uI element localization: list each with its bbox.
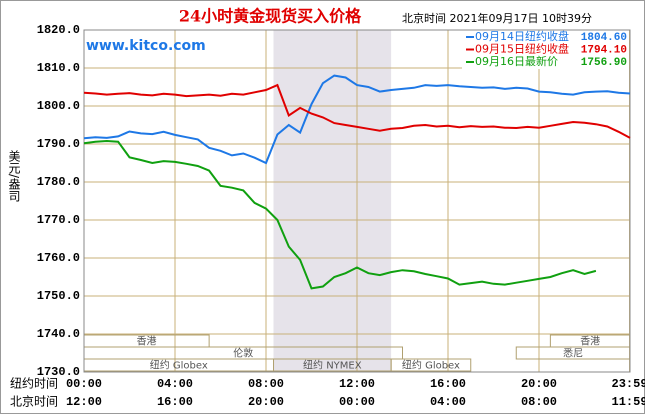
x2-tick-label: 08:00	[521, 395, 557, 409]
series-line	[83, 139, 597, 290]
x2-tick-label: 00:00	[339, 395, 375, 409]
x2-label: 北京时间	[10, 395, 58, 409]
legend-label: 纽约收盘	[525, 29, 569, 43]
shaded-band	[273, 30, 392, 372]
x2-tick-label: 20:00	[248, 395, 284, 409]
timestamp: 北京时间 2021年09月17日 10时39分	[402, 11, 592, 25]
legend-value: 1756.90	[581, 57, 627, 69]
x-tick-label: 08:00	[248, 377, 284, 391]
y-tick-label: 1750.0	[37, 289, 80, 303]
x2-tick-label: 16:00	[157, 395, 193, 409]
session-label: 纽约 Globex	[150, 359, 208, 372]
y-tick-label: 1800.0	[37, 99, 80, 113]
y-label: 美元/盎司	[7, 150, 21, 202]
session-label: 纽约 Globex	[402, 359, 460, 372]
plot-border	[83, 29, 631, 373]
session-label: 香港	[137, 336, 157, 348]
session-label: 香港	[580, 336, 600, 348]
site-link[interactable]: www.kitco.com	[86, 38, 206, 54]
chart-title: 24小时黄金现货买入价格	[179, 7, 362, 26]
series-line	[83, 74, 631, 165]
x2-tick-label: 12:00	[66, 395, 102, 409]
x-tick-label: 20:00	[521, 377, 557, 391]
session-label: 伦敦	[233, 347, 253, 360]
legend-name: 09月15日	[475, 43, 525, 56]
session-label: 纽约 NYMEX	[303, 359, 362, 372]
y-tick-label: 1810.0	[37, 61, 80, 75]
y-tick-label: 1790.0	[37, 137, 80, 151]
x-label: 纽约时间	[10, 376, 58, 391]
legend-label: 最新价	[525, 54, 558, 68]
y-tick-label: 1780.0	[37, 175, 80, 189]
x2-tick-label: 11:59	[612, 395, 645, 409]
plot: 1820.0 1810.0 1800.0 1790.0 1780.0 1770.0 1760…	[37, 23, 645, 409]
series-line	[83, 83, 631, 139]
legend-name: 09月14日	[475, 30, 525, 43]
legend-box	[462, 31, 629, 69]
legend-name: 09月16日	[475, 55, 525, 68]
y-tick-label: 1770.0	[37, 213, 80, 227]
legend-label: 纽约收盘	[525, 42, 569, 56]
y-tick-label: 1820.0	[37, 23, 80, 37]
legend-value: 1794.10	[581, 44, 627, 56]
legend-value: 1804.60	[581, 32, 627, 44]
session-box	[390, 358, 472, 372]
y-tick-label: 1760.0	[37, 251, 80, 265]
x-tick-label: 04:00	[157, 377, 193, 391]
y-tick-label: 1740.0	[37, 327, 80, 341]
x-tick-label: 16:00	[430, 377, 466, 391]
x-tick-label: 12:00	[339, 377, 375, 391]
x-tick-label: 00:00	[66, 377, 102, 391]
y-tick-label: 1730.0	[37, 365, 80, 379]
x-tick-label: 23:59	[612, 377, 645, 391]
session-label: 悉尼	[563, 348, 583, 360]
x2-tick-label: 04:00	[430, 395, 466, 409]
